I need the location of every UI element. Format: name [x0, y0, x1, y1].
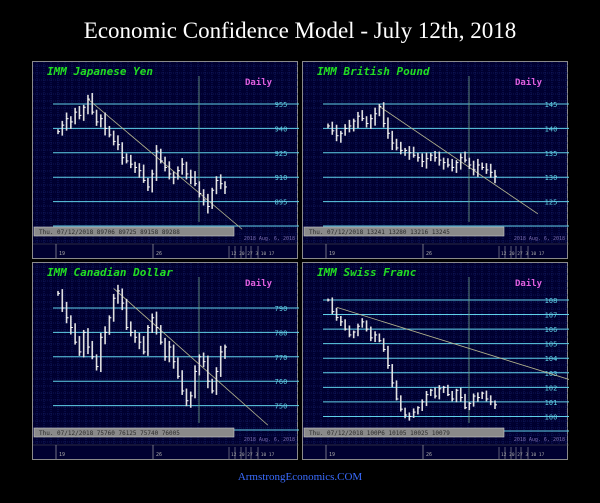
panel-title: IMM British Pound	[317, 65, 430, 78]
level-label: 105	[545, 341, 558, 349]
period-label: Daily	[245, 278, 273, 289]
page-title: Economic Confidence Model - July 12th, 2…	[83, 18, 517, 43]
x-small-labels: 12 20 27 3 10 17	[231, 251, 275, 257]
x-axis-note: 2018 Aug. 6, 2018	[514, 437, 565, 443]
level-label: 780	[275, 329, 288, 337]
level-label: 106	[545, 326, 558, 334]
level-label: 104	[545, 355, 558, 363]
x-tick-label: 26	[426, 251, 432, 257]
x-tick-label: 19	[329, 251, 335, 257]
level-label: 101	[545, 399, 558, 407]
x-axis-note: 2018 Aug. 6, 2018	[244, 236, 295, 242]
chart-svg: 955 940 925 910 895 IMM Japanese Yen Daily Thu.…	[33, 62, 299, 258]
period-label: Daily	[515, 77, 543, 88]
readout-box	[33, 226, 235, 237]
level-label: 895	[275, 199, 288, 207]
grid	[303, 263, 569, 445]
x-axis-note: 2018 Aug. 6, 2018	[514, 236, 565, 242]
readout-text: Thu. 07/12/2018 100P6 10105 10025 10079	[309, 430, 450, 437]
level-label: 955	[275, 101, 288, 109]
level-label: 108	[545, 297, 558, 305]
level-label: 102	[545, 384, 558, 392]
x-tick-label: 19	[329, 452, 335, 458]
level-label: 145	[545, 101, 558, 109]
period-label: Daily	[515, 278, 543, 289]
period-label: Daily	[245, 77, 273, 88]
panel-title: IMM Swiss Franc	[317, 266, 417, 279]
x-tick-label: 19	[59, 251, 65, 257]
x-small-labels: 12 20 27 3 10 17	[231, 452, 275, 458]
panel-title: IMM Japanese Yen	[47, 65, 153, 78]
readout-box	[303, 226, 505, 237]
level-label: 125	[545, 199, 558, 207]
x-tick-label: 26	[156, 251, 162, 257]
level-label: 940	[275, 125, 288, 133]
level-label: 100	[545, 413, 558, 421]
level-label: 750	[275, 403, 288, 411]
x-small-labels: 12 20 27 3 10 17	[501, 251, 545, 257]
x-tick-label: 26	[156, 452, 162, 458]
level-label: 910	[275, 174, 288, 182]
chart-panel-japanese-yen: 955 940 925 910 895 IMM Japanese Yen Daily Thu.…	[32, 61, 299, 259]
level-label: 770	[275, 354, 288, 362]
level-label: 790	[275, 305, 288, 313]
chart-panel-canadian-dollar: 790 780 770 760 750 IMM Canadian Dollar Daily T…	[32, 262, 299, 460]
readout-box	[303, 427, 505, 438]
footer-link[interactable]: ArmstrongEconomics.COM	[237, 471, 363, 483]
level-label: 760	[275, 378, 288, 386]
readout-text: Thu. 07/12/2018 75760 76125 75740 76005	[39, 430, 180, 437]
trendline	[379, 106, 539, 215]
level-label: 140	[545, 125, 558, 133]
readout-box	[33, 427, 235, 438]
panel-title: IMM Canadian Dollar	[47, 266, 173, 279]
x-tick-label: 26	[426, 452, 432, 458]
x-tick-label: 19	[59, 452, 65, 458]
level-label: 130	[545, 174, 558, 182]
level-label: 107	[545, 312, 558, 320]
readout-text: Thu. 07/12/2018 13241 13280 13216 13245	[309, 229, 450, 236]
chart-svg: 108107106105104103102101100IMM Swiss Fra…	[303, 263, 569, 459]
chart-svg: 790 780 770 760 750 IMM Canadian Dollar Daily T…	[33, 263, 299, 459]
x-small-labels: 12 20 27 3 10 17	[501, 452, 545, 458]
chart-panel-british-pound: 145 140 135 130 125 IMM British Pound Daily Thu…	[302, 61, 569, 259]
trendline	[336, 306, 569, 380]
readout-text: Thu. 07/12/2018 89706 89725 89158 89288	[39, 229, 180, 236]
level-label: 925	[275, 150, 288, 158]
chart-svg: 145 140 135 130 125 IMM British Pound Daily Thu…	[303, 62, 569, 258]
trendline	[113, 288, 269, 426]
level-label: 135	[545, 150, 558, 158]
chart-panel-swiss-franc: 108107106105104103102101100IMM Swiss Fra…	[302, 262, 569, 460]
x-axis-note: 2018 Aug. 6, 2018	[244, 437, 295, 443]
